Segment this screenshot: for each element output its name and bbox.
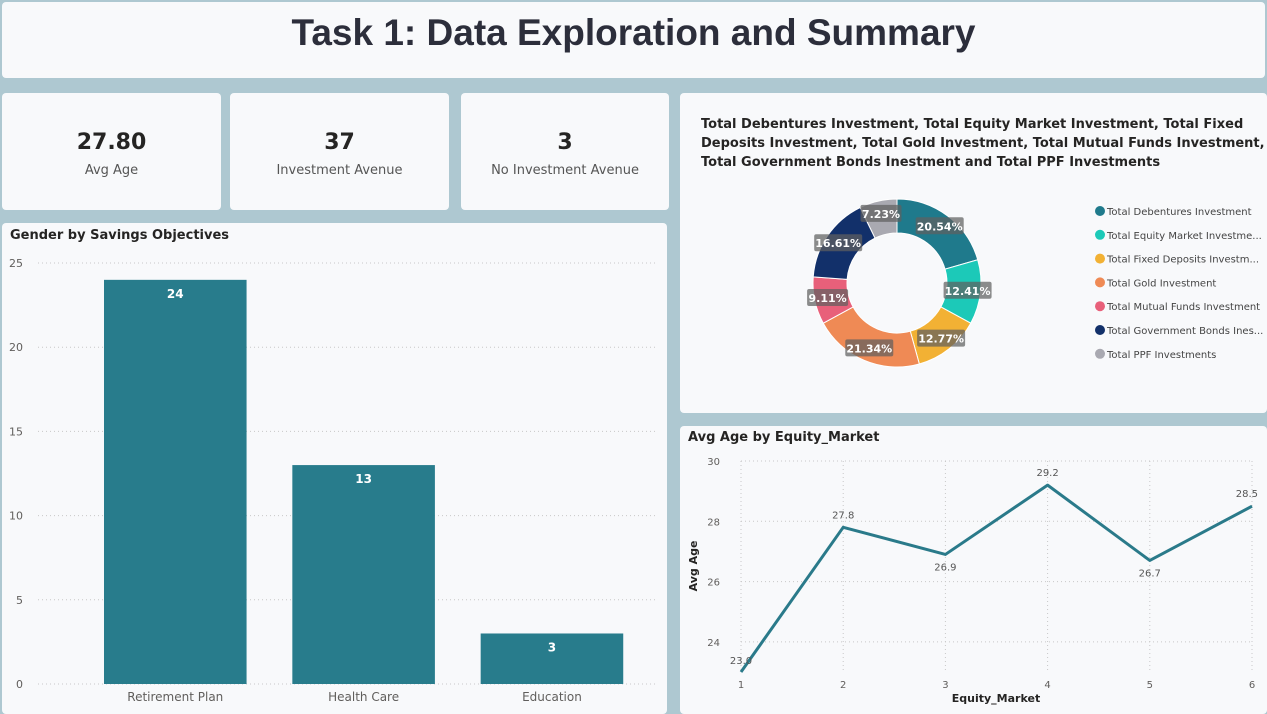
slice-label-bg bbox=[860, 204, 902, 222]
data-point-label: 26.7 bbox=[1139, 568, 1161, 579]
slice-label-bg bbox=[917, 329, 966, 347]
kpi-label: Investment Avenue bbox=[276, 163, 403, 178]
donut-chart[interactable]: 20.54% 12.41% 12.77% 21.34% 9.11% 16.61% 7.23%… bbox=[680, 93, 1267, 413]
x-axis-title: Equity_Market bbox=[952, 692, 1040, 705]
legend-label: Total Government Bonds Ines... bbox=[1106, 326, 1263, 337]
x-tick-label: Health Care bbox=[328, 690, 399, 704]
data-point-label: 28.5 bbox=[1236, 489, 1258, 500]
legend-label: Total Gold Investment bbox=[1106, 278, 1216, 289]
legend-marker bbox=[1095, 325, 1105, 335]
kpi-value: 37 bbox=[324, 130, 355, 155]
bar-chart-card[interactable]: Gender by Savings Objectives 0 5 10 15 20 25 2… bbox=[2, 223, 667, 714]
legend-label: Total Fixed Deposits Investm... bbox=[1106, 255, 1259, 266]
kpi-label: Avg Age bbox=[84, 163, 139, 178]
legend-marker bbox=[1095, 206, 1105, 216]
x-tick-label: Education bbox=[522, 690, 582, 704]
x-tick-label: 6 bbox=[1249, 680, 1255, 691]
slice-label: 21.34% bbox=[846, 342, 892, 355]
legend-label: Total Debentures Investment bbox=[1106, 207, 1252, 218]
y-tick-label: 30 bbox=[707, 457, 720, 468]
data-point-label: 29.2 bbox=[1036, 468, 1058, 479]
x-tick-label: 4 bbox=[1044, 680, 1050, 691]
x-tick-label: Retirement Plan bbox=[127, 690, 223, 704]
line-chart[interactable]: 24 26 28 30 1 2 3 4 5 6 23.0 27.8 26.9 29.2 26.7 28.5 Eq… bbox=[680, 426, 1267, 714]
legend-marker bbox=[1095, 348, 1105, 359]
y-tick-label: 26 bbox=[707, 578, 720, 589]
slice-label-bg bbox=[814, 234, 863, 252]
x-tick-label: 3 bbox=[942, 680, 948, 691]
y-tick-label: 25 bbox=[9, 257, 23, 270]
legend-marker bbox=[1095, 253, 1105, 264]
slice-label: 12.77% bbox=[918, 333, 964, 346]
slice-label: 7.23% bbox=[862, 208, 900, 221]
bar bbox=[480, 633, 624, 684]
page-title: Task 1: Data Exploration and Summary bbox=[291, 12, 976, 53]
kpi-card-avg-age[interactable]: 27.80 Avg Age bbox=[2, 93, 221, 210]
slice-label: 9.11% bbox=[809, 292, 847, 305]
bar-chart[interactable]: 0 5 10 15 20 25 24 Retirement Plan 13 Health Care… bbox=[2, 223, 667, 714]
data-point-label: 27.8 bbox=[832, 510, 854, 521]
slice-label: 16.61% bbox=[815, 237, 861, 250]
donut-chart-card[interactable]: Total Debentures Investment, Total Equit… bbox=[680, 93, 1267, 413]
y-tick-label: 15 bbox=[9, 425, 23, 438]
x-tick-label: 5 bbox=[1147, 680, 1153, 691]
line-chart-card[interactable]: Avg Age by Equity_Market 24 26 28 30 1 2 3 4 5 6 2… bbox=[680, 426, 1267, 714]
slice-label-bg bbox=[943, 281, 992, 299]
legend-marker bbox=[1095, 277, 1105, 288]
y-axis-title: Avg Age bbox=[687, 541, 700, 592]
kpi-value: 3 bbox=[557, 130, 573, 155]
legend-marker bbox=[1095, 301, 1105, 312]
slice-label: 20.54% bbox=[917, 220, 963, 233]
legend-marker bbox=[1095, 229, 1105, 240]
y-tick-label: 10 bbox=[9, 510, 23, 523]
legend-label: Total Mutual Funds Investment bbox=[1106, 302, 1260, 313]
donut-slice bbox=[822, 306, 920, 368]
y-tick-label: 0 bbox=[16, 678, 23, 691]
y-tick-label: 28 bbox=[707, 517, 720, 528]
slice-label-bg bbox=[845, 339, 894, 357]
bar-data-label: 3 bbox=[548, 640, 556, 654]
x-tick-label: 1 bbox=[738, 680, 744, 691]
bar bbox=[104, 279, 247, 684]
kpi-label: No Investment Avenue bbox=[491, 163, 639, 178]
bar-data-label: 13 bbox=[355, 472, 372, 486]
kpi-card-no-investment-avenue[interactable]: 3 No Investment Avenue bbox=[461, 93, 669, 210]
kpi-card-investment-avenue[interactable]: 37 Investment Avenue bbox=[230, 93, 449, 210]
line-chart-title: Avg Age by Equity_Market bbox=[688, 430, 880, 445]
data-point-label: 26.9 bbox=[934, 562, 956, 573]
legend-label: Total PPF Investments bbox=[1106, 350, 1216, 361]
data-point-label: 23.0 bbox=[730, 656, 752, 667]
slice-label-bg bbox=[807, 289, 849, 307]
kpi-value: 27.80 bbox=[76, 130, 147, 155]
bar bbox=[292, 465, 435, 684]
donut-chart-title: Total Debentures Investment, Total Equit… bbox=[701, 117, 1265, 170]
legend-label: Total Equity Market Investme... bbox=[1106, 231, 1262, 242]
bar-data-label: 24 bbox=[167, 287, 184, 301]
slice-label-bg bbox=[915, 217, 964, 235]
series-line bbox=[739, 483, 1253, 673]
y-tick-label: 24 bbox=[707, 638, 720, 649]
x-tick-label: 2 bbox=[840, 680, 846, 691]
slice-label: 12.41% bbox=[945, 285, 991, 298]
y-tick-label: 5 bbox=[16, 594, 23, 607]
title-card: Task 1: Data Exploration and Summary bbox=[2, 2, 1265, 78]
bar-chart-title: Gender by Savings Objectives bbox=[10, 228, 230, 243]
y-tick-label: 20 bbox=[9, 341, 23, 354]
